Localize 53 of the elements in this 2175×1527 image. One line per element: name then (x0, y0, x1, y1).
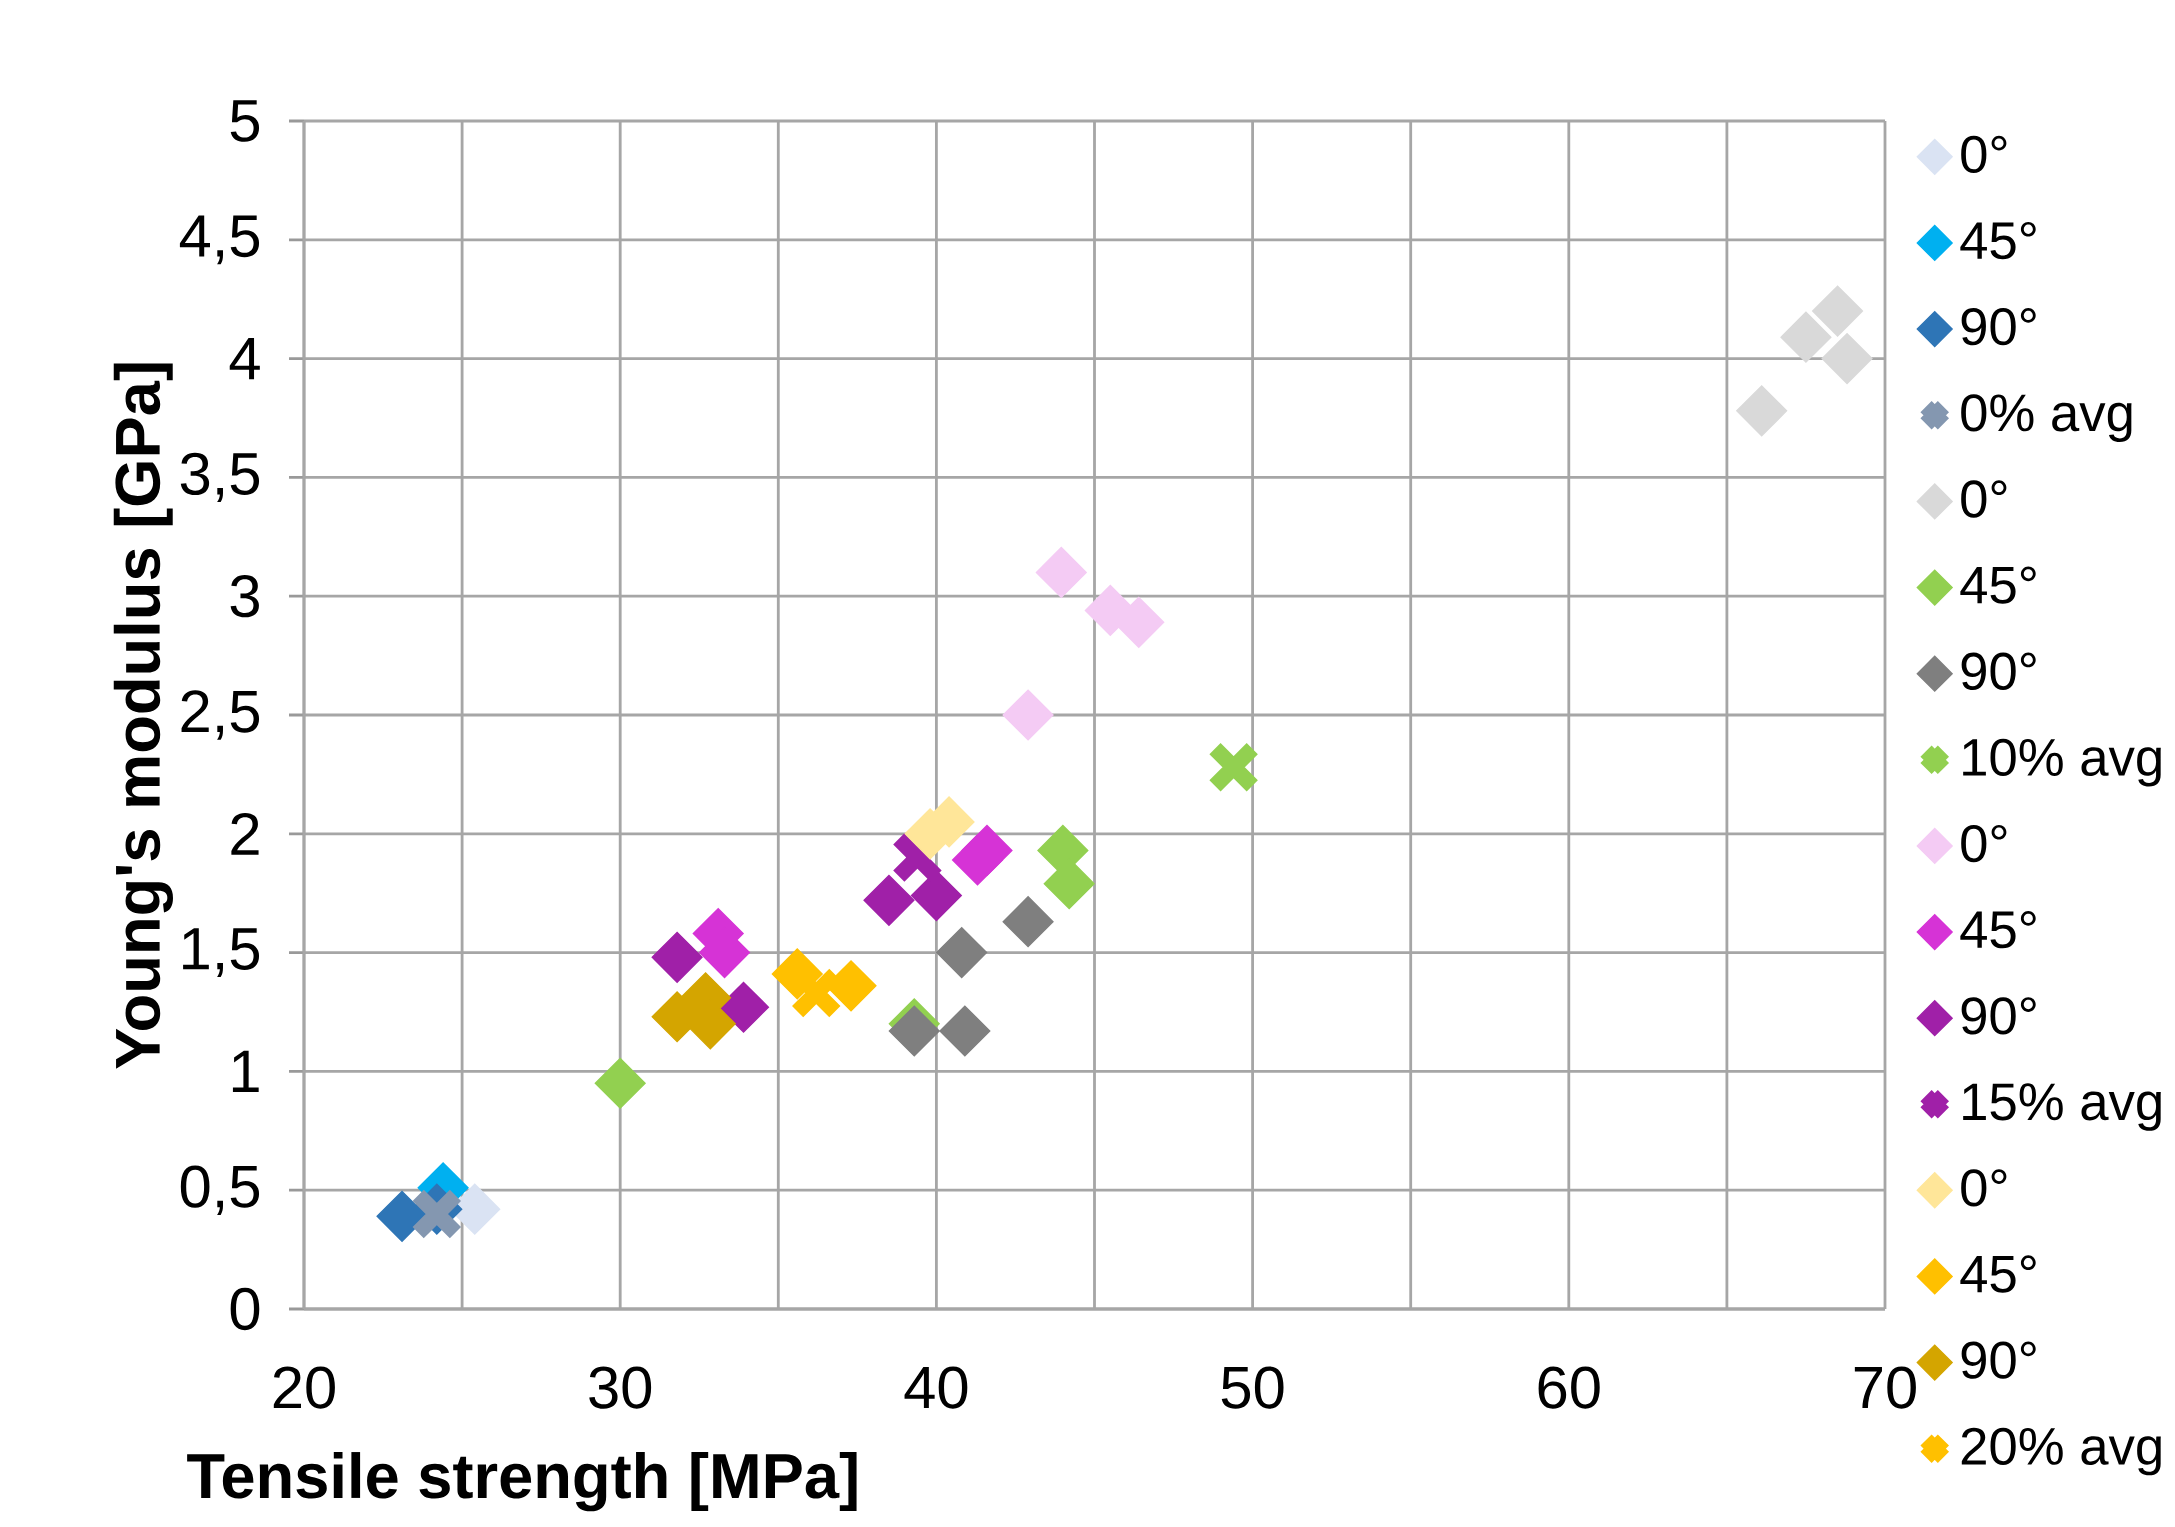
x-axis-title: Tensile strength [MPa] (187, 1452, 857, 1512)
point (888, 1005, 940, 1057)
legend-label: 90° (1961, 308, 2036, 346)
y-tick-label: 1 (232, 1050, 259, 1092)
y-tick-label: 4,5 (179, 215, 260, 265)
point (410, 1187, 464, 1241)
y-axis-title: Young's modulus [GPa] (113, 363, 173, 1069)
point (1207, 740, 1261, 794)
y-tick-label: 2,5 (181, 690, 260, 740)
legend-label: 45° (1960, 1255, 2036, 1293)
x-tick-label: 60 (1538, 1366, 1600, 1409)
point (1780, 311, 1832, 363)
legend-label: 15% avg (1963, 1083, 2161, 1131)
legend-label: 20% avg (1961, 1427, 2161, 1476)
y-tick-label: 0,5 (180, 1165, 260, 1215)
legend-label: 90° (1961, 1341, 2036, 1379)
point (961, 824, 1013, 876)
point (1736, 385, 1788, 437)
point (863, 874, 915, 926)
point (1812, 285, 1864, 337)
point (651, 931, 703, 983)
legend-label: 45° (1960, 566, 2036, 604)
x-tick-label: 40 (904, 1366, 968, 1409)
y-tick-label: 0 (230, 1287, 260, 1331)
y-tick-label: 4 (229, 338, 260, 380)
y-tick-label: 3,5 (180, 452, 260, 503)
point (1035, 546, 1087, 598)
y-tick-label: 1,5 (183, 928, 260, 977)
point (936, 927, 988, 979)
x-tick-label: 20 (273, 1366, 335, 1409)
x-tick-label: 70 (1854, 1366, 1916, 1409)
legend-label: 0° (1961, 824, 2007, 863)
y-tick-label: 2 (231, 812, 259, 855)
x-tick-label: 30 (589, 1366, 652, 1409)
point (789, 966, 843, 1020)
point (910, 870, 962, 922)
legend-label: 0° (1961, 1169, 2007, 1207)
y-tick-label: 3 (230, 575, 259, 618)
point (939, 1005, 991, 1057)
legend-label: 45° (1960, 911, 2036, 949)
point (1821, 333, 1873, 385)
point (1002, 896, 1054, 948)
legend-label: 90° (1961, 652, 2036, 690)
legend-label: 90° (1961, 997, 2036, 1035)
x-tick-label: 50 (1221, 1366, 1284, 1409)
legend-label: 45° (1960, 221, 2036, 260)
point (1002, 689, 1054, 741)
y-tick-label: 5 (230, 100, 260, 142)
legend-label: 0° (1961, 135, 2007, 174)
point (594, 1057, 646, 1109)
legend-label: 0° (1961, 480, 2007, 518)
legend-label: 0% avg (1961, 394, 2132, 442)
legend-label: 10% avg (1963, 738, 2161, 787)
